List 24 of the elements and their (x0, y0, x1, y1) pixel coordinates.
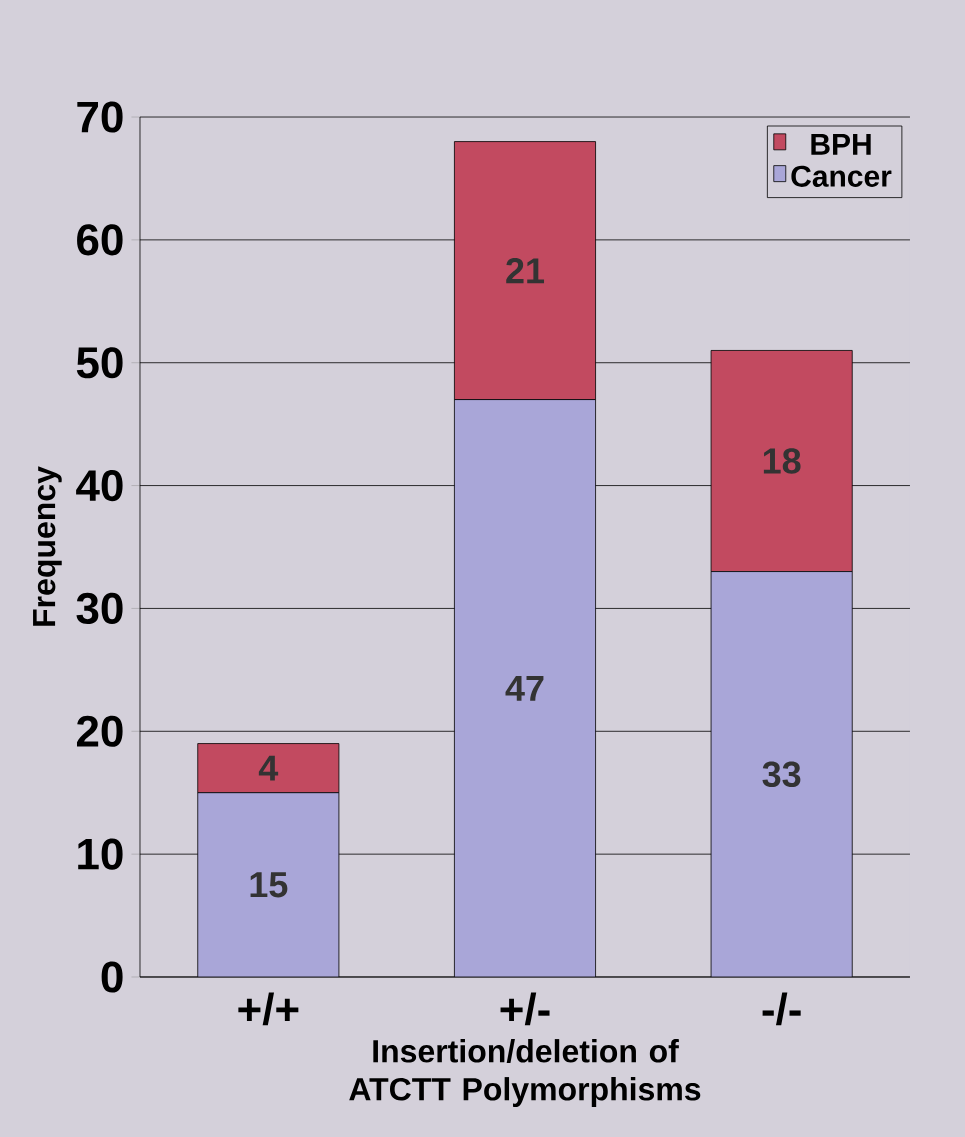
bar (197, 792, 340, 977)
legend-label: Cancer (791, 165, 892, 187)
data-label: 4 (258, 755, 279, 781)
data-label: 15 (250, 872, 288, 898)
data-label: 21 (506, 258, 545, 284)
y-tick-label: 40 (76, 469, 123, 502)
x-tick-label: -/- (762, 992, 801, 1026)
bar (710, 571, 853, 977)
y-tick-label: 0 (101, 961, 123, 993)
legend-label: BPH (811, 134, 871, 155)
data-label: 47 (505, 675, 544, 701)
y-tick-label: 70 (77, 101, 123, 133)
x-axis-title: Insertion/deletion of ATCTT Polymorphisms (349, 1039, 701, 1107)
y-tick-label: 60 (77, 224, 123, 256)
x-tick-label: +/- (500, 992, 550, 1026)
y-tick-label: 20 (76, 715, 123, 747)
y-tick-label: 30 (76, 592, 123, 625)
bar (454, 399, 596, 977)
y-axis-title: Frequency (33, 466, 62, 626)
y-tick-label: 10 (78, 838, 123, 870)
x-tick-label: +/+ (238, 992, 299, 1026)
y-tick-label: 50 (76, 347, 123, 379)
data-label: 18 (763, 448, 801, 474)
data-label: 33 (762, 761, 801, 788)
